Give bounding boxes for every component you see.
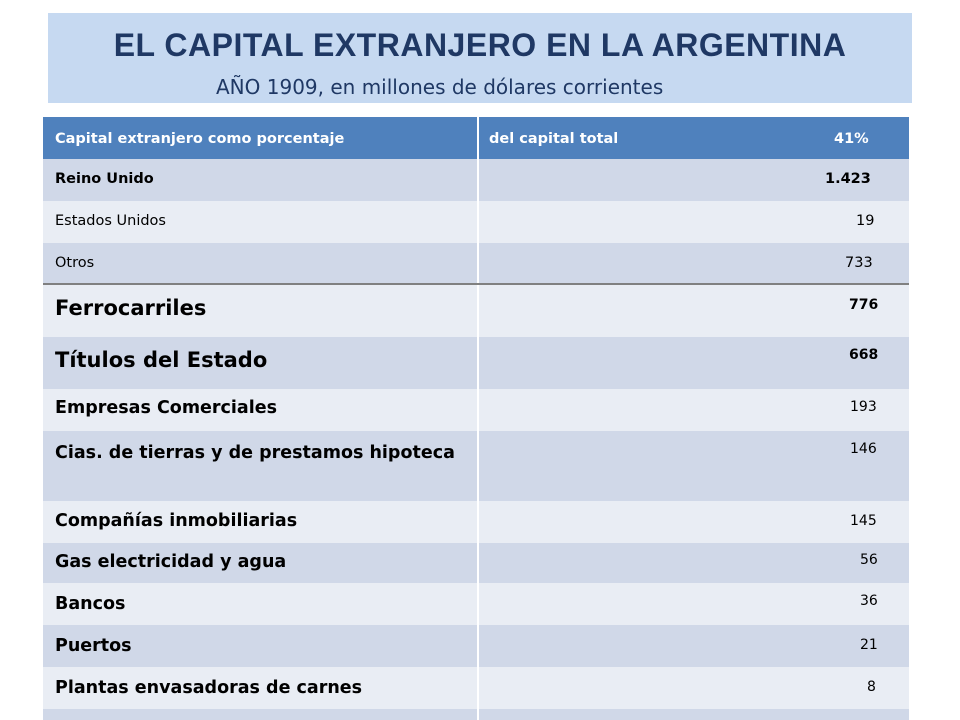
- table-row: Puertos 21: [43, 625, 909, 667]
- table-row: Estados Unidos 19: [43, 201, 909, 243]
- row-label: Cias. de tierras y de prestamos hipoteca: [55, 443, 455, 463]
- row-value: 145: [850, 513, 877, 529]
- header-cell-1: Capital extranjero como porcentaje: [43, 117, 477, 159]
- table-row: Compañías inmobiliarias 145: [43, 501, 909, 543]
- row-value: 36: [860, 593, 878, 609]
- row-label: Gas electricidad y agua: [55, 552, 287, 572]
- row-value: 8: [867, 679, 876, 695]
- row-value-cell: 19: [477, 201, 909, 243]
- header-col2-label: del capital total: [489, 131, 619, 147]
- row-label-cell: Plantas envasadoras de carnes: [43, 667, 477, 709]
- row-value-cell: 8: [477, 667, 909, 709]
- row-value-cell: 36: [477, 583, 909, 625]
- row-label: Compañías inmobiliarias: [55, 511, 298, 531]
- table-row: Ferrocarriles 776: [43, 285, 909, 337]
- row-value: 56: [860, 552, 878, 568]
- section-divider: [43, 283, 909, 285]
- row-label: Otros: [55, 255, 95, 271]
- row-value-cell: 193: [477, 389, 909, 431]
- row-value-cell: 145: [477, 501, 909, 543]
- table-row: Bancos 36: [43, 583, 909, 625]
- row-label: Bancos: [55, 594, 126, 614]
- row-value-cell: 733: [477, 243, 909, 285]
- row-label: Plantas envasadoras de carnes: [55, 678, 363, 698]
- table-row: Gas electricidad y agua 56: [43, 543, 909, 583]
- row-label: Estados Unidos: [55, 213, 166, 229]
- row-label-cell: Títulos del Estado: [43, 337, 477, 389]
- row-label-cell: [43, 709, 477, 720]
- row-label-cell: Empresas Comerciales: [43, 389, 477, 431]
- row-label-cell: Reino Unido: [43, 159, 477, 201]
- row-label-cell: Ferrocarriles: [43, 285, 477, 337]
- row-label-cell: Estados Unidos: [43, 201, 477, 243]
- row-value-cell: 146: [477, 431, 909, 501]
- header-cell-2: del capital total 41%: [477, 117, 909, 159]
- table-row: Reino Unido 1.423: [43, 159, 909, 201]
- row-value-cell: 1.423: [477, 159, 909, 201]
- table-row: Plantas envasadoras de carnes 8: [43, 667, 909, 709]
- row-label-cell: Puertos: [43, 625, 477, 667]
- row-value-cell: [477, 709, 909, 720]
- table-row: Empresas Comerciales 193: [43, 389, 909, 431]
- row-label: Reino Unido: [55, 171, 154, 187]
- row-label-cell: Bancos: [43, 583, 477, 625]
- row-value: 733: [845, 255, 873, 271]
- row-value: 776: [849, 297, 879, 313]
- header-col1-label: Capital extranjero como porcentaje: [55, 131, 345, 147]
- row-label-cell: Otros: [43, 243, 477, 285]
- table-row: Otros 733: [43, 243, 909, 285]
- table-header-row: Capital extranjero como porcentaje del c…: [43, 117, 909, 159]
- row-value: 1.423: [825, 171, 871, 187]
- row-value: 21: [860, 637, 878, 653]
- row-value-cell: 56: [477, 543, 909, 583]
- row-label-cell: Gas electricidad y agua: [43, 543, 477, 583]
- row-label: Puertos: [55, 636, 132, 656]
- page-subtitle: AÑO 1909, en millones de dólares corrien…: [216, 75, 664, 99]
- row-value: 146: [850, 441, 877, 457]
- header-percent: 41%: [834, 131, 869, 147]
- row-value: 193: [850, 399, 877, 415]
- row-label: Ferrocarriles: [55, 296, 207, 320]
- table-row: Títulos del Estado 668: [43, 337, 909, 389]
- row-value: 668: [849, 347, 879, 363]
- page-title: EL CAPITAL EXTRANJERO EN LA ARGENTINA: [113, 27, 847, 63]
- row-value-cell: 776: [477, 285, 909, 337]
- row-label-cell: Compañías inmobiliarias: [43, 501, 477, 543]
- table-row: [43, 709, 909, 720]
- row-label: Empresas Comerciales: [55, 398, 278, 418]
- row-value-cell: 21: [477, 625, 909, 667]
- row-label-cell: Cias. de tierras y de prestamos hipoteca: [43, 431, 477, 501]
- row-label: Títulos del Estado: [55, 348, 268, 372]
- table-row: Cias. de tierras y de prestamos hipoteca…: [43, 431, 909, 501]
- title-banner: EL CAPITAL EXTRANJERO EN LA ARGENTINA AÑ…: [48, 13, 912, 103]
- row-value: 19: [856, 213, 875, 229]
- row-value-cell: 668: [477, 337, 909, 389]
